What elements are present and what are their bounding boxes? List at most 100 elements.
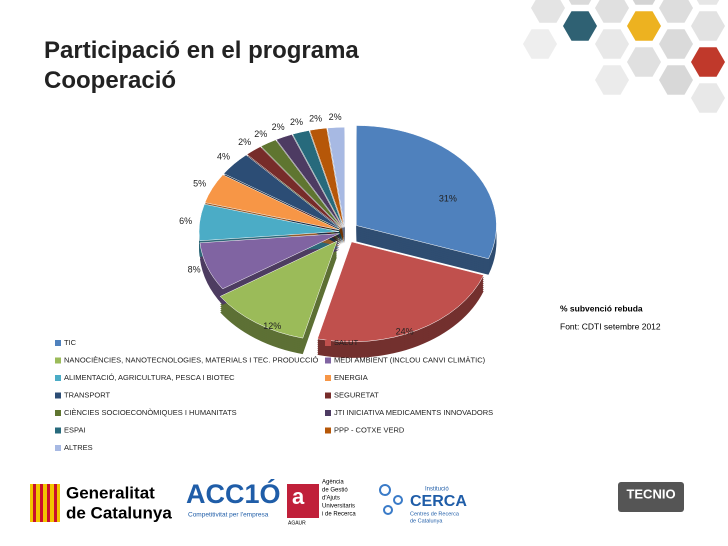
slice <box>356 125 497 260</box>
data-label: 8% <box>188 265 201 275</box>
decor-hexagon <box>595 0 629 23</box>
decor-hexagon <box>691 83 725 113</box>
legend-label: SEGURETAT <box>334 390 379 399</box>
legend-label: CIÈNCIES SOCIOECONÒMIQUES I HUMANITATS <box>64 408 237 417</box>
logo-text: TECNIO <box>626 486 675 501</box>
slide-title: Participació en el programa Cooperació <box>44 37 359 94</box>
logo-text: Universitaris <box>322 504 355 510</box>
agaur-logo: a AGAUR Agència de Gestió d'Ajuts Univer… <box>287 480 356 526</box>
slice <box>309 127 345 228</box>
logo-text: Centres de Recerca <box>410 511 460 517</box>
logo-shape <box>393 495 403 505</box>
legend-label: ENERGIA <box>334 373 368 382</box>
logo-text: de Catalunya <box>410 518 443 524</box>
decor-hexagon <box>563 11 597 41</box>
logo-shape <box>287 484 319 518</box>
slice <box>223 154 341 230</box>
legend-swatch <box>325 427 331 434</box>
logo-text: de Gestió <box>322 488 348 494</box>
legend-swatch <box>325 392 331 399</box>
legend-swatch <box>325 410 331 416</box>
generalitat-logo: Generalitat de Catalunya <box>30 483 172 522</box>
source: Font: CDTI setembre 2012 <box>560 321 661 331</box>
decor-hexagon <box>659 65 693 95</box>
legend-swatch <box>55 375 61 381</box>
logo-shape <box>40 484 43 522</box>
subtitle: % subvenció rebuda <box>560 303 643 313</box>
data-label: 2% <box>290 117 303 127</box>
decor-hexagon <box>595 29 629 59</box>
decor-hexagon <box>691 11 725 41</box>
cerca-logo: Institució CERCA Centres de Recerca de C… <box>379 484 467 524</box>
slice <box>246 146 342 229</box>
decor-hexagon <box>568 0 592 5</box>
legend-label: SALUT <box>334 338 359 347</box>
legend-label: TRANSPORT <box>64 390 111 399</box>
logo-shape <box>54 484 57 522</box>
logo-text: i de Recerca <box>322 512 356 518</box>
data-label: 12% <box>263 321 281 331</box>
data-label: 31% <box>439 194 457 204</box>
decor-hexagon <box>531 0 565 23</box>
logo-text: CERCA <box>410 493 467 510</box>
slice <box>219 240 338 339</box>
logo-text: Competitivitat per l'empresa <box>188 512 269 519</box>
logo-text: d'Ajuts <box>322 496 340 502</box>
legend-label: TIC <box>64 338 77 347</box>
legend-label: JTI INICIATIVA MEDICAMENTS INNOVADORS <box>334 408 493 417</box>
legend-label: MEDI AMBIENT (INCLOU CANVI CLIMÀTIC) <box>334 355 486 364</box>
legend-swatch <box>55 410 61 416</box>
legend-label: ALTRES <box>64 443 93 452</box>
legend-label: PPP - COTXE VERD <box>334 425 405 434</box>
logo-shape <box>383 505 393 515</box>
logo-shape <box>618 482 684 512</box>
decor-hexagon <box>659 29 693 59</box>
data-label: 4% <box>217 152 230 162</box>
slice <box>260 139 343 229</box>
logo-text: Institució <box>425 487 449 493</box>
decor-hexagon <box>659 0 693 23</box>
decor-hexagon <box>627 47 661 77</box>
legend-swatch <box>55 427 61 434</box>
slice <box>199 233 340 290</box>
decor-hexagon <box>523 29 557 59</box>
legend-label: ESPAI <box>64 425 86 434</box>
legend-swatch <box>325 375 331 381</box>
data-label: 5% <box>193 178 206 188</box>
decor-hexagon <box>595 65 629 95</box>
legend-swatch <box>55 340 61 346</box>
data-label: 6% <box>179 216 192 226</box>
legend-label: ALIMENTACIÓ, AGRICULTURA, PESCA I BIOTEC <box>64 373 235 382</box>
slice <box>317 241 485 343</box>
decor-hexagon <box>696 0 720 5</box>
data-label: 2% <box>272 122 285 132</box>
logo-text: Agència <box>322 480 344 486</box>
logo-shape <box>33 484 36 522</box>
data-label: 2% <box>254 129 267 139</box>
decor-hexagon <box>632 0 656 5</box>
logo-shape <box>379 484 391 496</box>
logo-text: Generalitat <box>66 483 155 502</box>
slice <box>292 130 344 228</box>
logo-text: ACC1Ó <box>186 478 281 509</box>
legend-label: NANOCIÈNCIES, NANOTECNOLOGIES, MATERIALS… <box>64 355 319 364</box>
data-label: 2% <box>309 114 322 124</box>
legend-swatch <box>325 357 331 364</box>
logo-text: AGAUR <box>288 520 306 526</box>
data-label: 2% <box>238 137 251 147</box>
accio-logo: ACC1Ó Competitivitat per l'empresa <box>186 478 281 519</box>
slice <box>204 174 340 231</box>
legend-swatch <box>55 392 61 399</box>
slice <box>275 134 343 228</box>
logo-text: de Catalunya <box>66 503 172 522</box>
legend-swatch <box>55 357 61 364</box>
legend-swatch <box>325 340 331 346</box>
logo-text: a <box>292 484 305 509</box>
slice <box>198 203 340 242</box>
legend-swatch <box>55 445 61 451</box>
data-label: 2% <box>329 112 342 122</box>
data-label: 24% <box>396 327 414 337</box>
tecnio-logo: TECNIO <box>618 482 684 512</box>
